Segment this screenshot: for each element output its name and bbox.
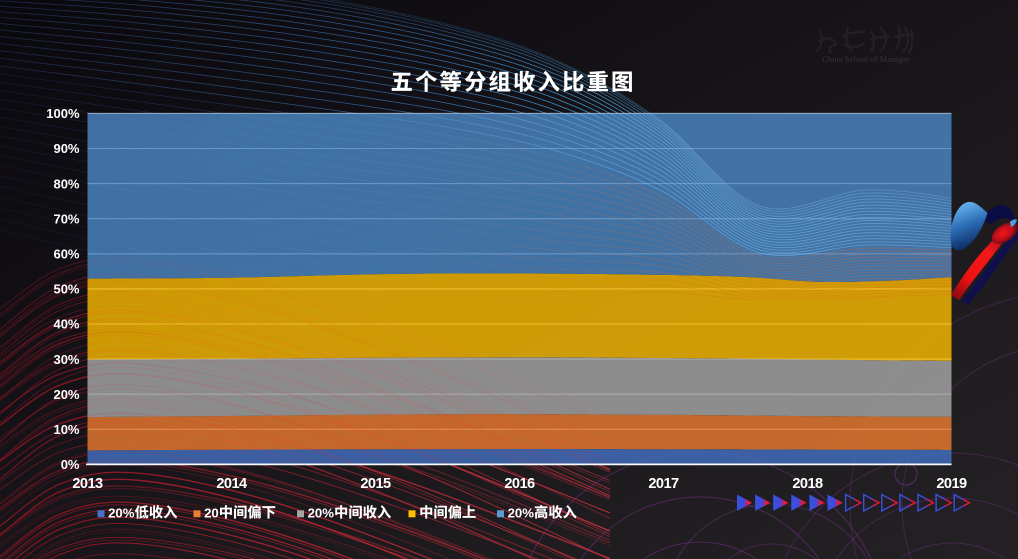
- svg-text:50%: 50%: [53, 282, 79, 297]
- svg-text:20%: 20%: [108, 505, 135, 520]
- svg-text:20%: 20%: [308, 505, 335, 520]
- svg-text:80%: 80%: [53, 176, 79, 191]
- svg-text:2019: 2019: [936, 476, 967, 492]
- svg-text:China School of Manager: China School of Manager: [822, 54, 910, 64]
- svg-text:2017: 2017: [648, 476, 679, 492]
- svg-text:2016: 2016: [504, 476, 535, 492]
- svg-text:0%: 0%: [61, 457, 80, 472]
- svg-text:10%: 10%: [53, 422, 79, 437]
- svg-text:20%: 20%: [508, 505, 535, 520]
- svg-text:30%: 30%: [53, 352, 79, 367]
- svg-text:20: 20: [204, 505, 219, 520]
- svg-text:60%: 60%: [53, 247, 79, 262]
- svg-text:70%: 70%: [53, 211, 79, 226]
- svg-text:90%: 90%: [53, 141, 79, 156]
- svg-text:20%: 20%: [53, 387, 79, 402]
- svg-text:2014: 2014: [216, 476, 248, 492]
- svg-text:2013: 2013: [72, 476, 103, 492]
- svg-text:100%: 100%: [46, 106, 80, 121]
- svg-text:40%: 40%: [53, 317, 79, 332]
- svg-text:2018: 2018: [792, 476, 823, 492]
- svg-text:2015: 2015: [360, 476, 391, 492]
